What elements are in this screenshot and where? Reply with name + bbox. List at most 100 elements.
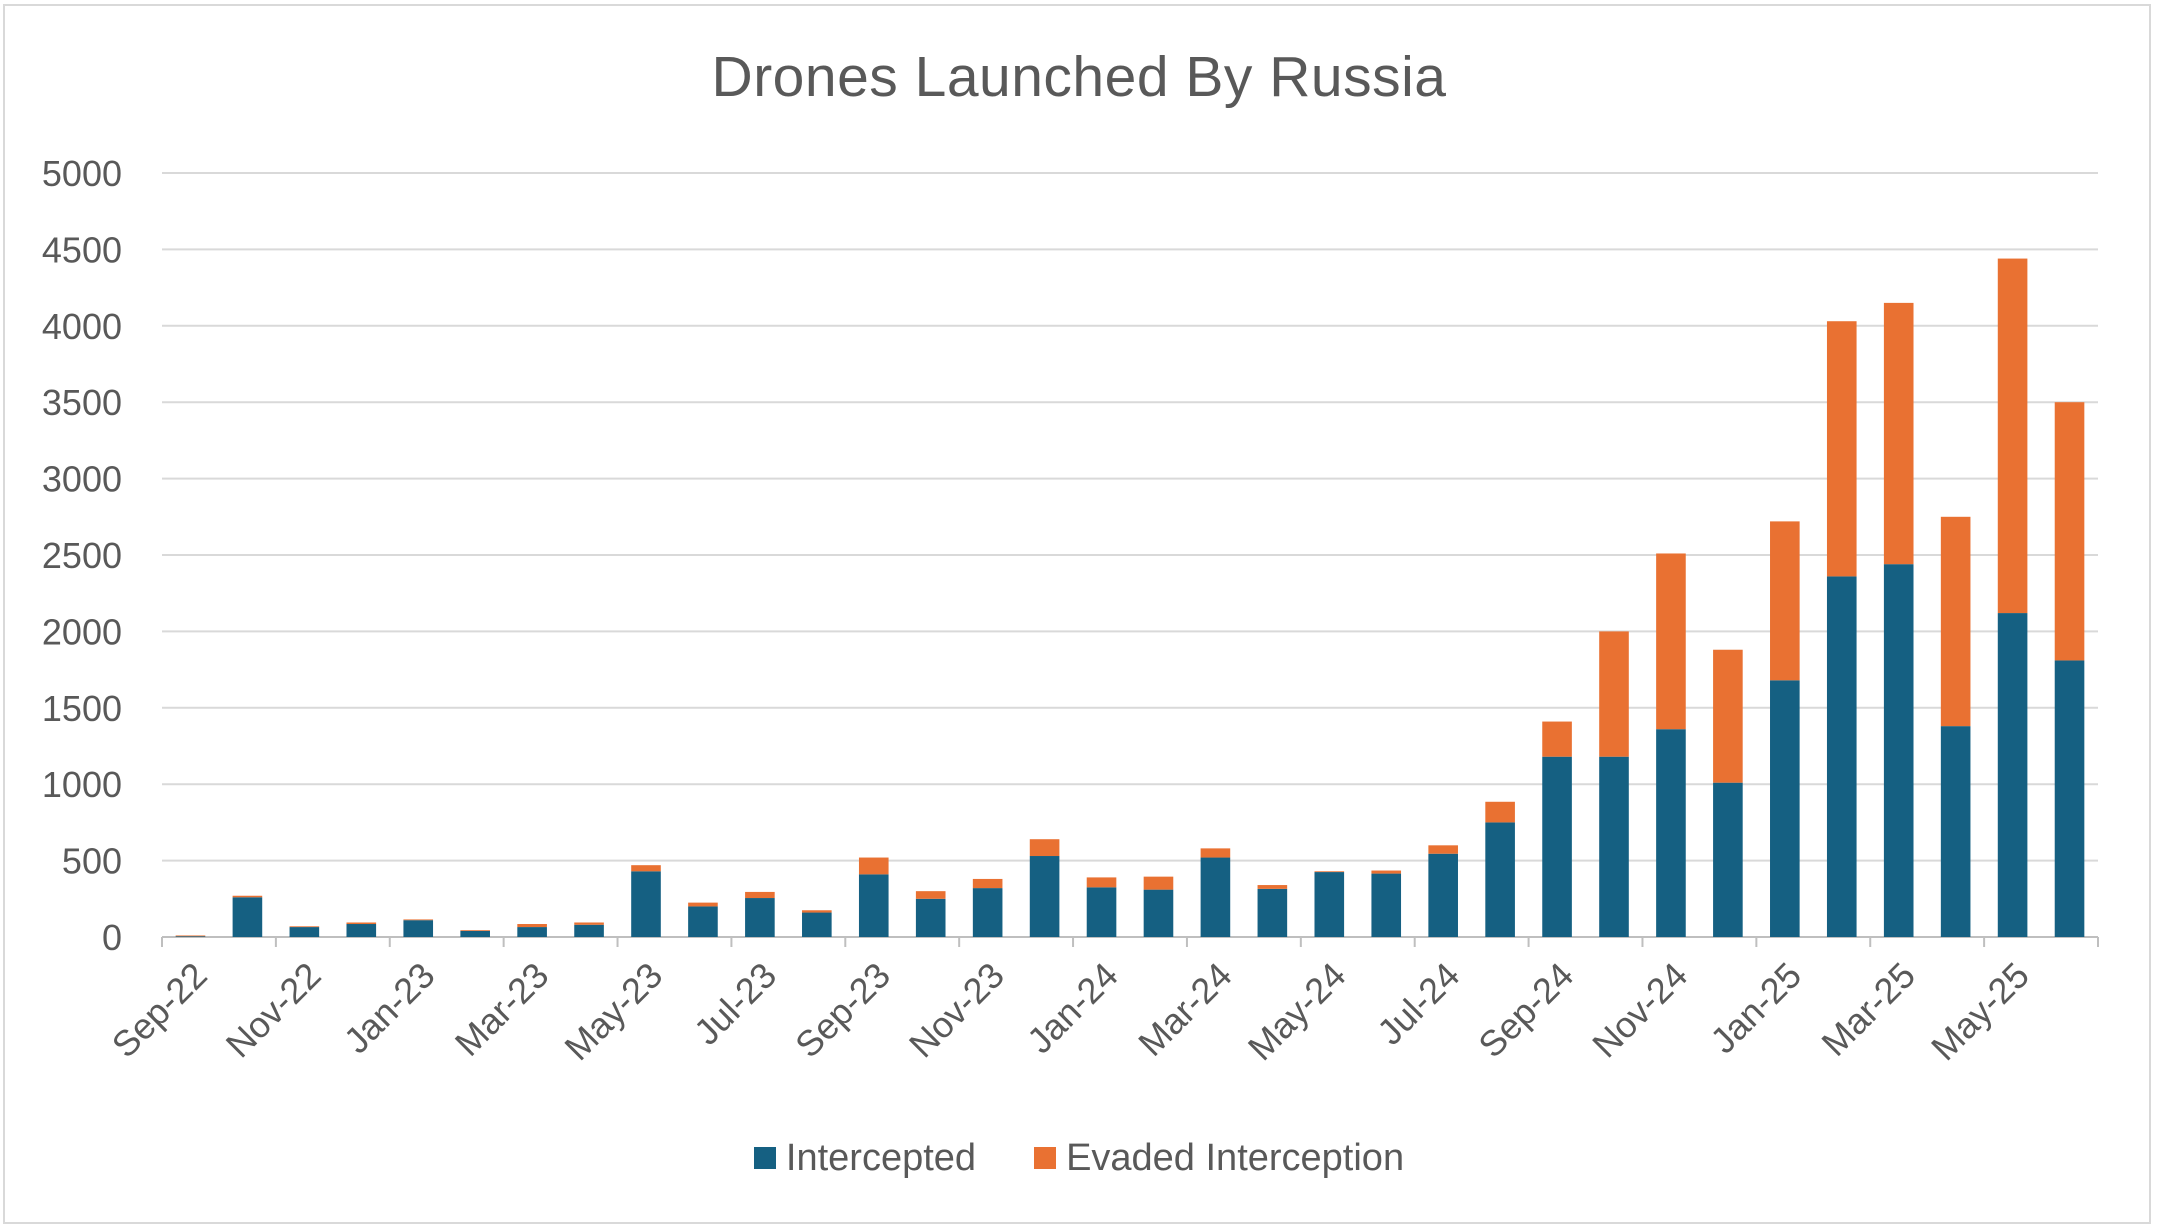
bar-intercepted-Mar-25 [1883,564,1914,937]
legend-item-series-1: Evaded Interception [1034,1137,1404,1180]
bar-evaded-Mar-24 [1200,848,1231,858]
bar-evaded-Feb-23 [460,930,490,931]
bar-evaded-Aug-23 [802,910,832,913]
bar-evaded-May-24 [1314,871,1345,873]
bar-evaded-Oct-23 [915,891,946,899]
x-tick-label-May-25: May-25 [1923,954,2037,1068]
x-tick-label-Jan-25: Jan-25 [1702,954,1809,1061]
bar-evaded-Aug-24 [1485,801,1515,823]
x-tick-label-Jul-23: Jul-23 [686,954,784,1052]
bar-evaded-Nov-23 [972,878,1003,889]
bar-evaded-Dec-22 [346,922,377,925]
x-tick-label-May-23: May-23 [556,954,670,1068]
bar-evaded-Jan-25 [1770,521,1800,681]
x-tick-label-Sep-24: Sep-24 [1470,954,1581,1065]
y-tick-label-5: 2500 [42,535,122,576]
bar-intercepted-May-25 [1997,613,2028,937]
y-tick-label-9: 4500 [42,229,122,270]
bar-evaded-Apr-23 [574,922,604,925]
bar-intercepted-Dec-22 [346,924,377,937]
bar-intercepted-Jun-24 [1371,873,1402,937]
bar-evaded-Apr-24 [1257,885,1288,889]
bar-evaded-Feb-24 [1143,876,1174,890]
bar-evaded-Jan-24 [1086,877,1117,888]
bar-evaded-Nov-22 [289,926,320,928]
bar-intercepted-Oct-22 [232,897,263,937]
bar-intercepted-Apr-23 [574,924,604,937]
x-tick-label-Mar-25: Mar-25 [1813,954,1923,1064]
chart-title: Drones Launched By Russia [711,45,1447,109]
x-tick-label-Sep-22: Sep-22 [104,954,215,1065]
bar-evaded-Sep-23 [858,857,889,875]
bar-intercepted-Mar-24 [1200,857,1231,937]
y-tick-label-4: 2000 [42,611,122,652]
bar-intercepted-Nov-23 [972,888,1003,937]
x-tick-label-Sep-23: Sep-23 [787,954,898,1065]
bar-intercepted-Dec-23 [1029,856,1060,937]
y-tick-label-0: 0 [102,917,122,958]
x-tick-label-May-24: May-24 [1240,954,1354,1068]
bar-intercepted-Sep-22 [175,936,206,937]
bar-evaded-Jan-23 [403,919,434,921]
bar-evaded-Jun-25 [2054,402,2085,661]
legend-item-series-0: Intercepted [753,1136,977,1180]
y-tick-label-6: 3000 [42,459,122,500]
bar-intercepted-Apr-24 [1257,888,1288,937]
x-tick-label-Nov-23: Nov-23 [901,954,1012,1065]
bar-intercepted-Oct-23 [915,898,946,937]
bar-intercepted-May-24 [1314,872,1345,937]
bar-intercepted-Oct-24 [1599,756,1629,937]
bar-evaded-Sep-24 [1542,721,1572,757]
x-tick-label-Mar-24: Mar-24 [1130,954,1240,1064]
x-tick-label-Jan-24: Jan-24 [1019,954,1126,1061]
bar-evaded-Jul-24 [1428,845,1458,854]
bar-intercepted-Jan-25 [1770,680,1800,937]
bar-intercepted-Jun-25 [2054,660,2085,937]
bar-intercepted-May-23 [631,871,661,937]
x-tick-label-Nov-24: Nov-24 [1584,954,1695,1065]
bar-intercepted-Feb-25 [1826,576,1857,937]
legend-swatch-series-0 [753,1147,776,1169]
x-tick-label-Jan-23: Jan-23 [336,954,443,1061]
bar-intercepted-Jul-23 [745,898,775,937]
bar-intercepted-Aug-24 [1485,822,1515,937]
y-tick-label-8: 4000 [42,306,122,347]
x-tick-label-Nov-22: Nov-22 [218,954,329,1065]
bar-intercepted-Feb-23 [460,930,490,937]
bar-intercepted-Apr-25 [1940,726,1971,937]
bar-evaded-Nov-24 [1656,553,1686,730]
bar-intercepted-Mar-23 [517,927,547,937]
legend-label-series-0: Intercepted [785,1136,977,1179]
bar-intercepted-Sep-24 [1542,756,1572,937]
bar-intercepted-Jan-24 [1086,887,1117,937]
bar-evaded-Feb-25 [1826,321,1857,577]
bar-intercepted-Nov-24 [1656,729,1686,937]
bar-intercepted-Aug-23 [802,912,832,937]
bar-evaded-Jul-23 [745,891,775,899]
legend-swatch-series-1 [1034,1147,1057,1169]
bar-evaded-Jun-23 [688,902,718,907]
bar-evaded-Apr-25 [1940,516,1971,727]
bar-evaded-May-23 [631,865,661,872]
legend-label-series-1: Evaded Interception [1066,1136,1405,1179]
bar-intercepted-Jun-23 [688,906,718,937]
bar-evaded-Jun-24 [1371,870,1402,874]
bar-evaded-Dec-23 [1029,839,1060,857]
bar-evaded-Oct-22 [232,895,263,898]
bar-intercepted-Jul-24 [1428,853,1458,937]
bar-evaded-Sep-22 [175,935,206,937]
y-tick-label-2: 1000 [42,764,122,805]
bar-evaded-Oct-24 [1599,631,1629,757]
x-tick-label-Mar-23: Mar-23 [447,954,557,1064]
bar-evaded-Dec-24 [1713,649,1743,783]
bar-intercepted-Nov-22 [289,927,320,937]
y-tick-label-7: 3500 [42,382,122,423]
y-tick-label-10: 5000 [42,153,122,194]
y-tick-label-1: 500 [62,841,122,882]
bar-intercepted-Jan-23 [403,920,434,937]
bar-evaded-Mar-25 [1883,302,1914,565]
bar-intercepted-Feb-24 [1143,889,1174,937]
bar-evaded-Mar-23 [517,924,547,928]
chart-legend: Intercepted Evaded Interception [0,1133,2158,1183]
